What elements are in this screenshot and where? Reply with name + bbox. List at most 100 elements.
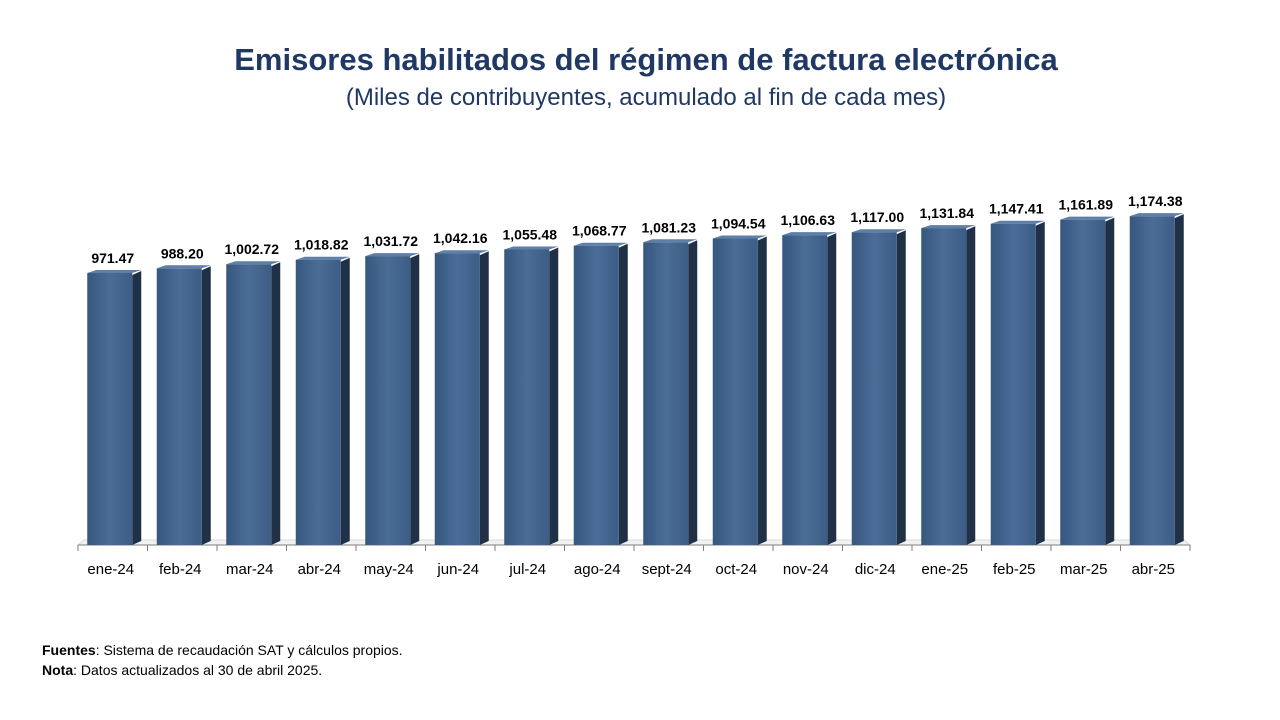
value-label: 1,094.54 xyxy=(711,216,766,232)
category-label: abr-24 xyxy=(298,561,341,578)
bar-side xyxy=(688,240,698,545)
bar-front xyxy=(156,268,202,545)
bar xyxy=(87,269,142,545)
bar-front xyxy=(851,232,897,546)
bar-top xyxy=(1129,213,1184,217)
category-label: may-24 xyxy=(364,561,414,578)
bar-front xyxy=(365,256,411,545)
category-labels-group: ene-24 feb-24 mar-24 abr-24 may-24 jun-24 jul-… xyxy=(87,561,1175,578)
chart-title: Emisores habilitados del régimen de fact… xyxy=(234,42,1058,77)
bar-front xyxy=(87,272,133,545)
category-label: ago-24 xyxy=(574,561,621,578)
value-label: 1,174.38 xyxy=(1128,193,1183,209)
bar-top xyxy=(504,246,559,250)
bar-front xyxy=(504,249,550,545)
bar-top xyxy=(921,225,976,229)
value-label: 1,055.48 xyxy=(503,226,558,242)
bar-top xyxy=(365,253,420,257)
bar xyxy=(1129,213,1184,546)
bar-side xyxy=(966,226,976,546)
value-label: 1,081.23 xyxy=(642,219,697,235)
category-label: nov-24 xyxy=(783,561,829,578)
bar xyxy=(156,265,211,545)
bar-side xyxy=(896,230,906,546)
value-label: 1,147.41 xyxy=(989,201,1044,217)
bar xyxy=(226,261,281,545)
bar-side xyxy=(410,254,420,545)
bar-side xyxy=(1174,214,1184,546)
bar-side xyxy=(479,251,489,546)
sources-label: Fuentes xyxy=(42,642,96,658)
category-label: mar-24 xyxy=(226,561,274,578)
bar xyxy=(1060,216,1115,545)
bar-front xyxy=(990,223,1036,545)
bar xyxy=(573,242,628,546)
bar-top xyxy=(226,261,281,265)
bar-side xyxy=(1105,217,1115,545)
bar-side xyxy=(618,243,628,546)
bar-front xyxy=(295,259,341,545)
bar xyxy=(643,239,698,545)
category-label: mar-25 xyxy=(1060,561,1108,578)
bar-top xyxy=(712,235,767,239)
chart-subtitle: (Miles de contribuyentes, acumulado al f… xyxy=(345,84,947,111)
value-label: 988.20 xyxy=(161,245,204,261)
value-labels-group: 971.47 988.20 1,002.72 1,018.82 1,031.72 1,04… xyxy=(91,193,1182,266)
bar-top xyxy=(851,229,906,233)
bars-group xyxy=(87,213,1184,546)
update-note: Nota: Datos actualizados al 30 de abril … xyxy=(42,662,322,678)
category-label: dic-24 xyxy=(855,561,896,578)
bar-top xyxy=(990,220,1045,224)
value-label: 1,161.89 xyxy=(1059,197,1114,213)
sources-text: : Sistema de recaudación SAT y cálculos … xyxy=(95,642,403,658)
bar-side xyxy=(549,247,559,545)
bar xyxy=(295,256,350,545)
category-label: ene-24 xyxy=(87,561,134,578)
value-label: 1,018.82 xyxy=(294,237,349,253)
bar xyxy=(990,220,1045,545)
bar-top xyxy=(156,265,211,269)
bar-front xyxy=(1129,216,1175,546)
note-label: Nota xyxy=(42,662,74,678)
category-label: feb-25 xyxy=(993,561,1036,578)
bar-side xyxy=(757,236,767,545)
note-text: : Datos actualizados al 30 de abril 2025… xyxy=(73,662,323,678)
bar xyxy=(365,253,420,545)
value-label: 1,031.72 xyxy=(364,233,419,249)
bar xyxy=(851,229,906,546)
bar-side xyxy=(1035,221,1045,545)
bar-front xyxy=(573,245,619,546)
bar-front xyxy=(226,264,272,545)
bar xyxy=(434,250,489,546)
bar xyxy=(504,246,559,545)
bar-side xyxy=(271,262,281,545)
bar-side xyxy=(201,266,211,545)
bar-front xyxy=(643,242,689,545)
value-label: 1,117.00 xyxy=(850,209,904,225)
bar-top xyxy=(87,269,142,273)
bar xyxy=(921,225,976,546)
value-label: 1,106.63 xyxy=(781,212,836,228)
bar-front xyxy=(1060,219,1106,545)
category-label: oct-24 xyxy=(715,561,757,578)
bar-side xyxy=(827,233,837,545)
sources-note: Fuentes: Sistema de recaudación SAT y cá… xyxy=(42,642,403,658)
category-label: sept-24 xyxy=(642,561,692,578)
value-label: 971.47 xyxy=(91,250,134,266)
bar-top xyxy=(782,232,837,236)
bar-front xyxy=(782,235,828,545)
bar xyxy=(782,232,837,545)
category-label: jul-24 xyxy=(508,561,546,578)
value-label: 1,131.84 xyxy=(920,205,975,221)
bar-top xyxy=(434,250,489,254)
bar-top xyxy=(573,242,628,246)
category-label: feb-24 xyxy=(159,561,202,578)
value-label: 1,068.77 xyxy=(572,223,627,239)
category-label: ene-25 xyxy=(921,561,968,578)
bar-front xyxy=(434,253,480,546)
category-label: abr-25 xyxy=(1132,561,1175,578)
category-label: jun-24 xyxy=(436,561,479,578)
bar-side xyxy=(340,257,350,545)
bar-side xyxy=(132,270,142,545)
